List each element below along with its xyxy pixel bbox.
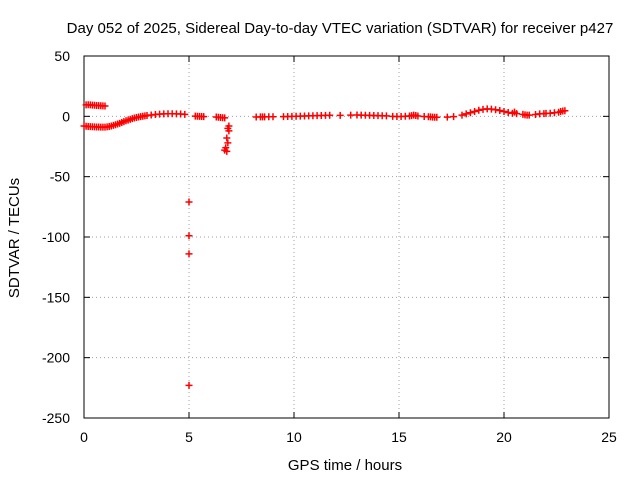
y-axis-label: SDTVAR / TECUs [6, 178, 23, 298]
data-point [414, 112, 422, 120]
y-tick-label: -250 [42, 410, 70, 426]
data-point [326, 111, 334, 119]
data-point [382, 112, 390, 120]
data-point [525, 111, 533, 119]
data-point [561, 107, 569, 115]
data-point [492, 106, 500, 114]
y-axis: 50 0 -50 -100 -150 -200 -250 [42, 48, 609, 426]
data-point [185, 250, 193, 258]
x-tick-label: 20 [496, 429, 512, 445]
data-point [269, 113, 277, 121]
data-point [466, 109, 474, 117]
x-tick-label: 5 [185, 429, 193, 445]
data-point [347, 111, 355, 119]
data-point [200, 113, 208, 121]
data-point [458, 111, 466, 119]
data-point [513, 110, 521, 118]
x-tick-label: 15 [391, 429, 407, 445]
data-point [475, 106, 483, 114]
chart-title: Day 052 of 2025, Sidereal Day-to-day VTE… [67, 20, 614, 37]
data-point [433, 113, 441, 121]
x-axis: 0 5 10 15 20 25 [80, 56, 617, 445]
y-tick-label: -150 [42, 289, 70, 305]
data-point [496, 107, 504, 115]
data-point [471, 108, 479, 116]
data-point [500, 108, 508, 116]
plot-frame [83, 55, 610, 419]
data-point [450, 113, 458, 121]
data-point [443, 113, 451, 121]
data-point [222, 144, 230, 152]
x-axis-label: GPS time / hours [288, 457, 402, 474]
data-point [223, 134, 231, 142]
y-tick-label: -100 [42, 229, 70, 245]
y-tick-label: -50 [50, 169, 70, 185]
data-series-sdtvar [80, 101, 569, 389]
data-point [185, 232, 193, 240]
data-point [101, 102, 109, 110]
data-point [224, 139, 232, 147]
data-point [185, 381, 193, 389]
x-tick-label: 25 [601, 429, 617, 445]
data-point [223, 147, 231, 155]
plot-border [83, 55, 610, 419]
x-tick-label: 10 [286, 429, 302, 445]
data-point [181, 110, 189, 118]
y-tick-label: 50 [54, 48, 70, 64]
data-point [462, 110, 470, 118]
x-tick-label: 0 [80, 429, 88, 445]
data-point [336, 111, 344, 119]
data-point [185, 198, 193, 206]
grid-lines [84, 56, 609, 418]
data-point [221, 114, 229, 122]
data-point [225, 127, 233, 135]
y-tick-label: -200 [42, 350, 70, 366]
y-tick-label: 0 [62, 108, 70, 124]
